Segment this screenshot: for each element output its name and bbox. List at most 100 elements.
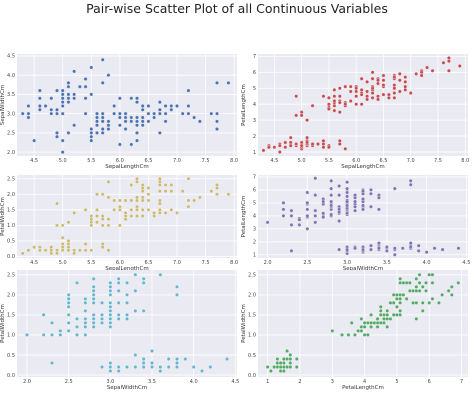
- data-point: [285, 365, 290, 369]
- x-tick-label: 7.5: [202, 158, 210, 164]
- data-point: [95, 119, 99, 124]
- data-point: [91, 284, 96, 289]
- y-tick-label: 4.5: [7, 54, 15, 60]
- x-tick-label: 5.5: [87, 260, 95, 266]
- data-point: [329, 199, 334, 204]
- data-point: [32, 138, 37, 143]
- data-point: [436, 300, 441, 305]
- data-point: [416, 248, 421, 253]
- data-point: [83, 320, 88, 325]
- data-point: [394, 304, 399, 309]
- data-point: [281, 207, 286, 212]
- data-point: [310, 142, 315, 146]
- data-point: [392, 186, 397, 191]
- data-point: [152, 111, 157, 116]
- data-point: [83, 300, 88, 305]
- data-point: [359, 324, 364, 329]
- x-tick-label: 8.0: [230, 158, 238, 164]
- data-point: [49, 111, 54, 116]
- data-point: [60, 92, 65, 97]
- data-point: [83, 96, 88, 101]
- data-point: [404, 296, 409, 301]
- data-point: [192, 115, 197, 120]
- x-tick-label: 6.5: [144, 260, 152, 266]
- data-point: [83, 248, 88, 253]
- x-tick-label: 4.5: [231, 379, 239, 385]
- y-tick-label: 7: [253, 175, 256, 181]
- data-point: [163, 111, 168, 116]
- data-point: [365, 97, 370, 102]
- data-point: [91, 296, 96, 301]
- data-point: [376, 94, 380, 99]
- data-point: [72, 69, 77, 74]
- data-point: [305, 118, 310, 123]
- data-point: [133, 353, 138, 357]
- y-tick-label: 1.5: [7, 208, 15, 214]
- data-point: [66, 328, 71, 333]
- data-point: [123, 198, 128, 203]
- x-tick-label: 1: [266, 379, 269, 385]
- data-point: [361, 197, 365, 201]
- data-point: [261, 148, 266, 153]
- data-point: [75, 280, 79, 285]
- data-point: [106, 179, 111, 184]
- data-point: [376, 81, 380, 86]
- data-point: [345, 194, 350, 199]
- data-point: [332, 108, 337, 113]
- data-point: [108, 365, 113, 369]
- data-point: [25, 332, 29, 337]
- y-tick-label: 4: [253, 102, 256, 108]
- data-point: [129, 142, 134, 147]
- y-tick-label: 1.0: [7, 223, 15, 229]
- data-point: [72, 96, 77, 101]
- data-point: [108, 312, 113, 317]
- data-point: [294, 357, 299, 361]
- y-tick-label: 0.5: [7, 239, 15, 245]
- data-point: [50, 320, 54, 325]
- data-point: [361, 189, 365, 194]
- data-point: [37, 88, 42, 93]
- x-tick-label: 7: [460, 379, 463, 385]
- x-tick-label: 4.0: [423, 260, 431, 266]
- data-point: [369, 191, 373, 196]
- x-tick-label: 6.0: [352, 158, 360, 164]
- data-point: [197, 119, 202, 124]
- data-point: [370, 86, 375, 91]
- data-point: [116, 365, 121, 369]
- data-point: [359, 87, 364, 92]
- data-point: [60, 96, 65, 101]
- data-point: [141, 365, 146, 369]
- data-point: [288, 135, 293, 140]
- data-point: [283, 140, 288, 145]
- data-point: [146, 192, 151, 197]
- data-point: [272, 365, 277, 369]
- data-point: [89, 223, 94, 228]
- data-point: [321, 211, 326, 216]
- x-axis-label: PetalLengthCm: [342, 385, 384, 391]
- y-axis-label: PetalLengthCm: [241, 196, 247, 238]
- data-point: [66, 248, 71, 253]
- data-point: [430, 272, 435, 277]
- data-point: [95, 214, 99, 218]
- data-point: [408, 245, 413, 249]
- data-point: [208, 365, 213, 369]
- y-tick-label: 2: [253, 240, 256, 246]
- data-point: [169, 107, 174, 112]
- data-point: [265, 365, 270, 369]
- x-tick-label: 5: [395, 379, 398, 385]
- scatter-panel: 4.5 5.0 5.5 6.0 6.5 7.0 7.5 8.0 2.0 2.5 3.0 3.5 4.0 4…: [0, 54, 238, 170]
- data-point: [430, 68, 435, 73]
- data-point: [353, 246, 357, 251]
- data-point: [225, 357, 229, 361]
- data-point: [352, 332, 357, 337]
- x-tick-label: 5.5: [87, 158, 95, 164]
- data-point: [133, 288, 138, 293]
- data-point: [66, 242, 71, 246]
- data-point: [175, 361, 179, 365]
- data-point: [89, 134, 94, 139]
- data-point: [175, 292, 179, 297]
- data-point: [345, 247, 350, 252]
- scatter-panel: 1 2 3 4 5 6 7 0.0 0.5 1.0 1.5 2.0 2.5 PetalLengthCm Pe…: [241, 270, 468, 391]
- data-point: [326, 145, 331, 150]
- data-point: [359, 76, 364, 81]
